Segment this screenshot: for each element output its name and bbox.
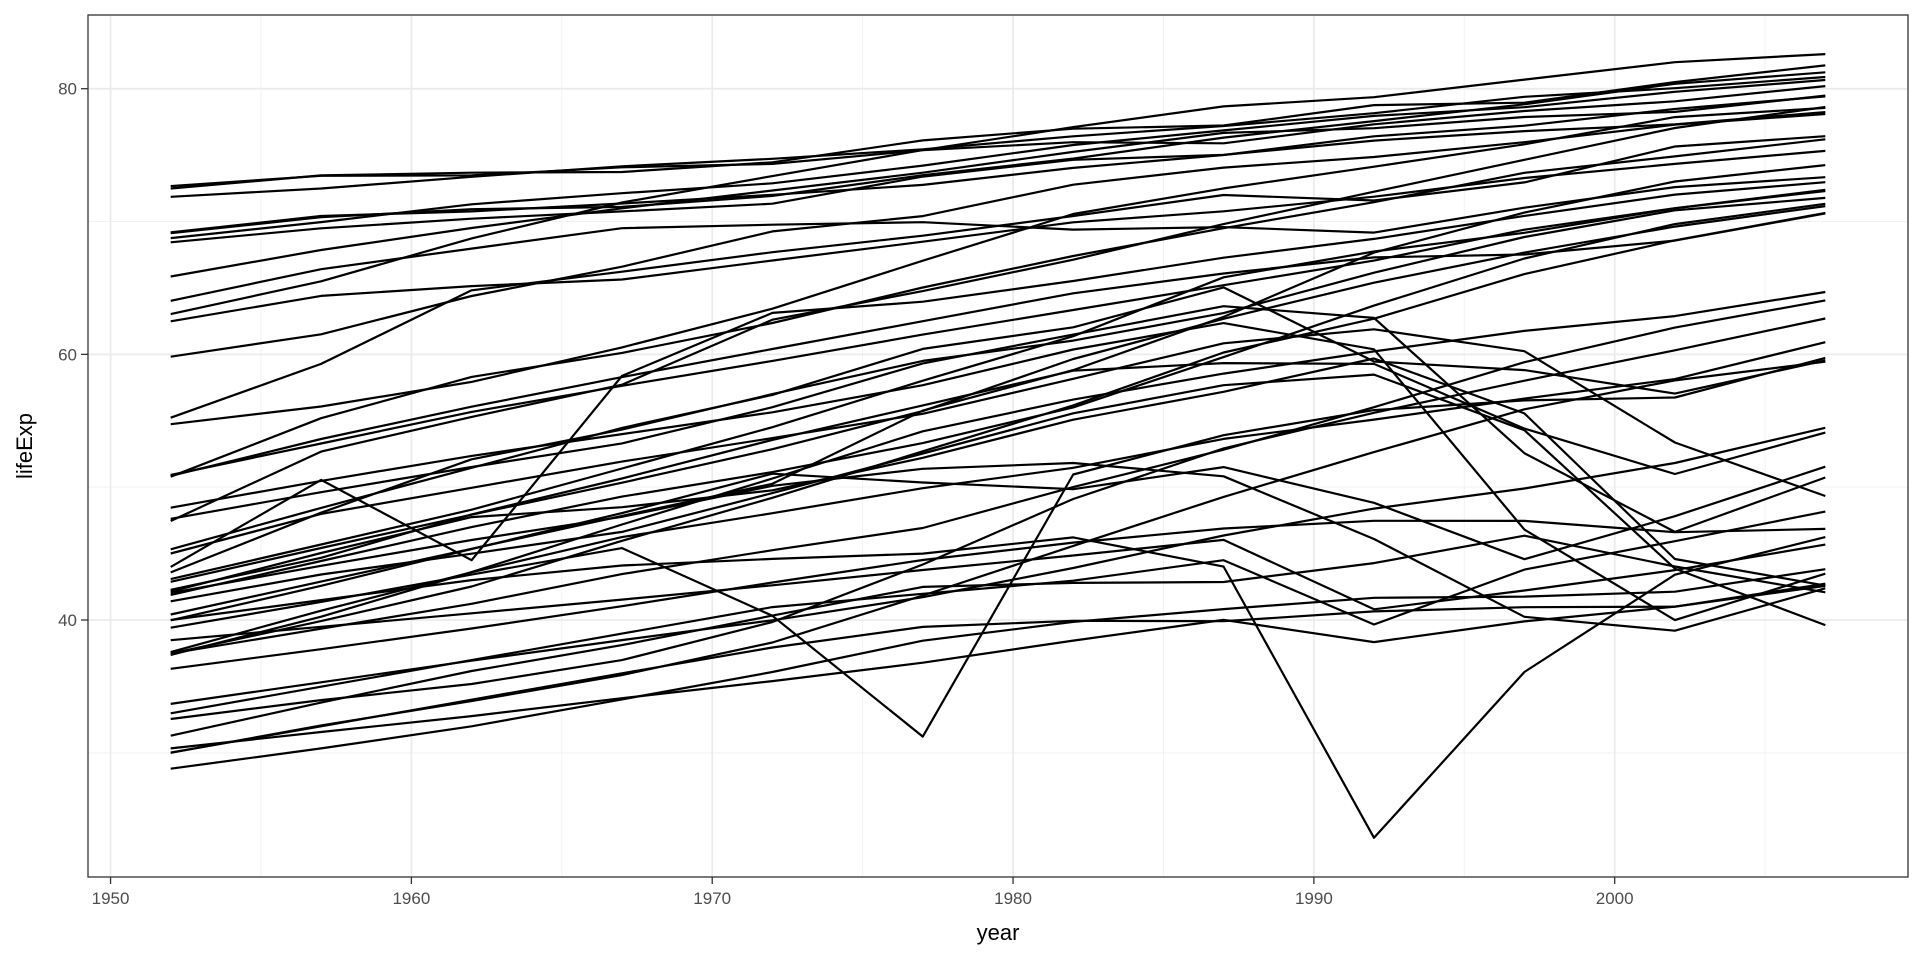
series-line-31 — [170, 196, 1826, 574]
series-line-29 — [170, 360, 1826, 754]
series-line-6 — [170, 71, 1826, 235]
x-tick-label: 2000 — [1596, 889, 1634, 908]
series-line-7 — [170, 299, 1826, 655]
panel-border — [87, 14, 1909, 878]
series-line-17 — [170, 536, 1826, 839]
series-line-21 — [170, 322, 1826, 622]
series-line-45 — [170, 317, 1826, 721]
series-line-18 — [170, 584, 1826, 750]
series-lines — [170, 53, 1826, 839]
series-line-9 — [170, 188, 1826, 477]
series-line-41 — [170, 212, 1826, 477]
y-axis-title: lifeExp — [12, 413, 37, 479]
series-line-19 — [170, 328, 1826, 555]
series-line-28 — [170, 426, 1826, 705]
series-line-16 — [170, 85, 1826, 188]
series-line-15 — [170, 53, 1826, 316]
series-line-25 — [170, 138, 1826, 478]
series-line-13 — [170, 64, 1826, 190]
x-tick-label: 1980 — [994, 889, 1032, 908]
y-tick-label: 40 — [58, 611, 77, 630]
x-tick-label: 1950 — [92, 889, 130, 908]
series-line-34 — [170, 538, 1826, 642]
series-line-5 — [170, 149, 1826, 323]
series-line-38 — [170, 534, 1826, 737]
series-line-35 — [170, 465, 1826, 622]
series-line-20 — [170, 373, 1826, 627]
series-line-37 — [170, 357, 1826, 593]
series-line-23 — [170, 111, 1826, 244]
x-tick-label: 1960 — [392, 889, 430, 908]
series-line-39 — [170, 75, 1826, 198]
x-tick-label: 1990 — [1295, 889, 1333, 908]
series-line-43 — [170, 341, 1826, 654]
series-line-11 — [170, 78, 1826, 240]
series-line-1 — [170, 568, 1826, 770]
series-line-24 — [170, 95, 1826, 234]
series-line-26 — [170, 519, 1826, 670]
series-line-42 — [170, 164, 1826, 616]
y-tick-label: 60 — [58, 345, 77, 364]
series-line-33 — [170, 105, 1826, 522]
series-line-49 — [170, 205, 1826, 583]
series-line-48 — [170, 176, 1826, 302]
series-line-27 — [170, 286, 1826, 551]
series-line-47 — [170, 112, 1826, 358]
series-line-30 — [170, 211, 1826, 655]
series-line-22 — [170, 461, 1826, 632]
y-tick-label: 80 — [58, 80, 77, 99]
x-axis-title: year — [977, 920, 1020, 945]
series-line-36 — [170, 510, 1826, 715]
series-line-8 — [170, 305, 1826, 534]
x-tick-label: 1970 — [693, 889, 731, 908]
y-axis: 40 60 80 — [58, 80, 88, 630]
x-axis: 1950 1960 1970 1980 1990 2000 — [92, 877, 1634, 908]
series-line-46 — [170, 94, 1826, 278]
series-line-2 — [170, 135, 1826, 419]
grid — [88, 15, 1908, 877]
series-line-12 — [170, 181, 1826, 568]
series-line-14 — [170, 290, 1826, 656]
series-line-3 — [170, 189, 1826, 581]
series-line-44 — [170, 362, 1826, 591]
